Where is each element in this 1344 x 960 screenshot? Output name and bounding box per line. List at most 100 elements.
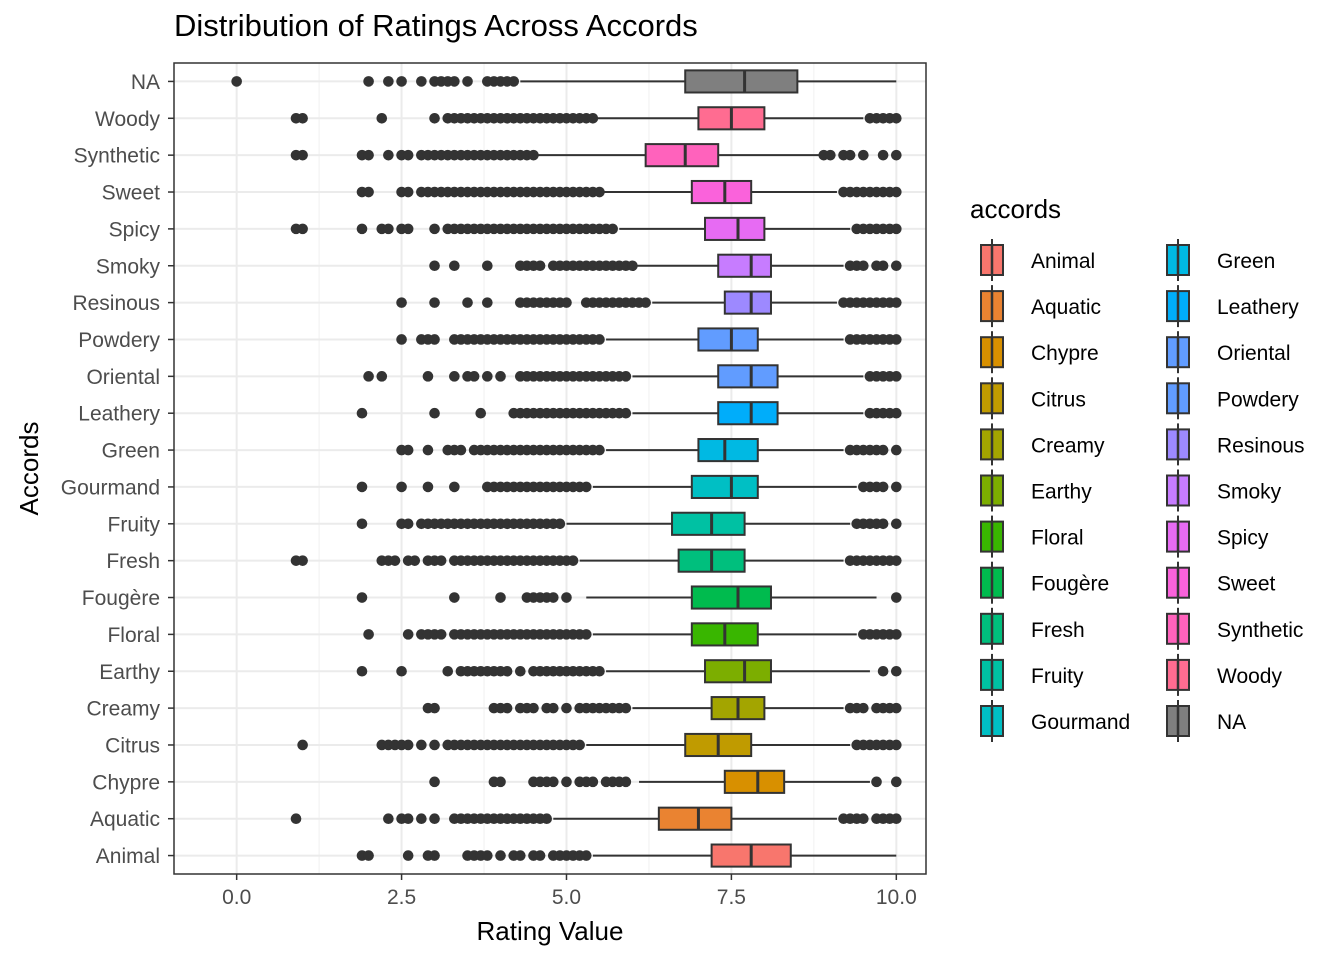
legend-item-aquatic: Aquatic	[980, 285, 1101, 328]
outlier-point	[858, 813, 869, 825]
legend-label: Citrus	[1031, 388, 1086, 411]
legend-label: Fruity	[1031, 665, 1084, 688]
box-iqr	[704, 659, 772, 684]
outlier-point	[356, 518, 368, 530]
legend-item-earthy: Earthy	[980, 469, 1092, 512]
legend-label: Fresh	[1031, 619, 1085, 642]
legend-label: NA	[1217, 711, 1246, 734]
outlier-point	[891, 407, 902, 419]
outlier-point	[891, 444, 902, 456]
outlier-point	[376, 371, 388, 382]
outlier-point	[640, 297, 651, 308]
outlier-point	[891, 665, 902, 677]
outlier-point	[561, 702, 572, 714]
outlier-point	[515, 665, 526, 677]
legend-item-fougère: Fougère	[980, 561, 1109, 604]
y-tick-label: Synthetic	[74, 145, 160, 168]
boxplot-spicy	[290, 216, 902, 241]
y-tick-label: Green	[102, 440, 160, 463]
outlier-point	[495, 850, 506, 861]
outlier-point	[449, 371, 460, 382]
box-iqr	[690, 179, 753, 205]
outlier-point	[594, 334, 605, 345]
legend-label: Aquatic	[1031, 296, 1101, 319]
outlier-point	[891, 186, 902, 198]
outlier-point	[356, 665, 368, 677]
outlier-point	[891, 776, 902, 788]
x-tick-label: 0.0	[222, 886, 251, 909]
outlier-point	[891, 739, 902, 751]
box-iqr	[671, 511, 746, 536]
outlier-point	[580, 629, 592, 640]
legend-label: Fougère	[1031, 573, 1109, 596]
outlier-point	[462, 76, 473, 87]
legend-title: accords	[970, 194, 1062, 224]
outlier-point	[482, 297, 493, 308]
box-iqr	[644, 143, 720, 168]
y-tick-label: Oriental	[86, 366, 160, 389]
outlier-point	[580, 850, 592, 861]
legend-item-floral: Floral	[980, 515, 1084, 558]
outlier-point	[508, 76, 520, 87]
boxplot-smoky	[429, 253, 902, 278]
legend-item-creamy: Creamy	[980, 423, 1105, 466]
outlier-point	[396, 297, 407, 308]
outlier-point	[482, 260, 493, 272]
outlier-point	[402, 813, 414, 825]
outlier-point	[356, 481, 368, 493]
outlier-point	[396, 76, 407, 87]
y-tick-label: Creamy	[86, 698, 160, 721]
legend-label: Floral	[1031, 527, 1084, 550]
outlier-point	[416, 76, 427, 87]
box-iqr	[697, 438, 759, 463]
outlier-point	[541, 813, 553, 825]
outlier-point	[528, 149, 539, 161]
boxplot-synthetic	[290, 143, 902, 168]
legend-label: Animal	[1031, 250, 1095, 273]
box-iqr	[690, 585, 772, 610]
legend-item-gourmand: Gourmand	[980, 700, 1130, 742]
outlier-point	[891, 371, 902, 382]
outlier-point	[844, 149, 856, 161]
outlier-point	[580, 481, 592, 493]
outlier-point	[290, 813, 302, 825]
outlier-point	[620, 371, 632, 382]
outlier-point	[891, 260, 902, 272]
box-iqr	[704, 216, 766, 241]
box-iqr	[723, 769, 786, 794]
x-tick-label: 10.0	[876, 886, 917, 909]
outlier-point	[363, 149, 374, 161]
x-tick-label: 7.5	[717, 886, 746, 909]
outlier-point	[356, 592, 368, 603]
outlier-point	[515, 850, 526, 861]
legend-item-leathery: Leathery	[1166, 285, 1299, 328]
outlier-point	[383, 223, 394, 235]
outlier-point	[402, 149, 414, 161]
legend-label: Gourmand	[1031, 711, 1130, 734]
outlier-point	[825, 149, 836, 161]
box-iqr	[657, 806, 733, 831]
y-tick-label: Smoky	[96, 255, 161, 278]
outlier-point	[363, 371, 374, 382]
outlier-point	[402, 518, 414, 530]
boxplot-creamy	[422, 696, 902, 721]
outlier-point	[495, 592, 506, 603]
outlier-point	[383, 813, 394, 825]
outlier-point	[449, 481, 460, 493]
outlier-point	[587, 776, 599, 788]
legend-item-animal: Animal	[980, 239, 1095, 281]
outlier-point	[383, 76, 394, 87]
panel-border	[173, 62, 927, 875]
outlier-point	[528, 702, 539, 714]
outlier-point	[891, 334, 902, 345]
boxplot-sweet	[356, 179, 902, 205]
outlier-point	[449, 592, 460, 603]
outlier-point	[594, 186, 605, 198]
outlier-point	[587, 112, 599, 124]
legend-item-green: Green	[1166, 239, 1275, 281]
outlier-point	[891, 112, 902, 124]
box-iqr	[723, 290, 772, 315]
outlier-point	[435, 629, 447, 640]
outlier-point	[376, 112, 388, 124]
outlier-point	[396, 334, 407, 345]
